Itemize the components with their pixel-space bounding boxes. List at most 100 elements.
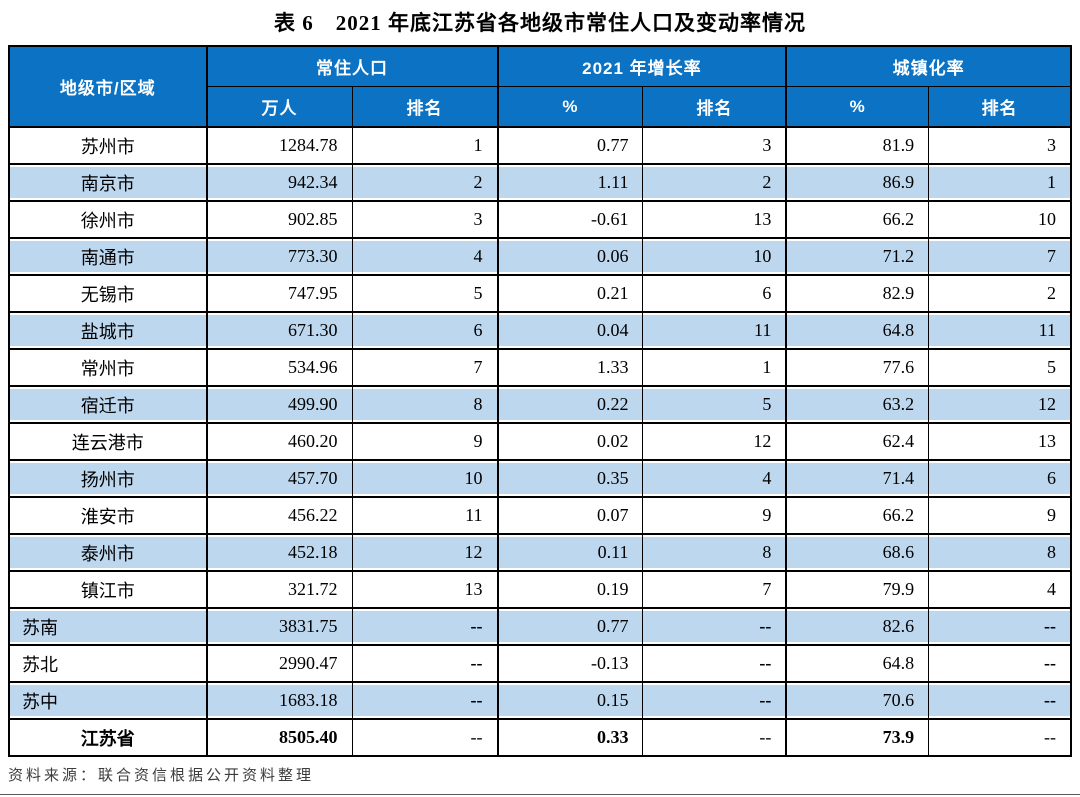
growth-rank-cell: 7 xyxy=(642,570,787,609)
urbanization-rank-cell: -- xyxy=(928,681,1072,720)
population-rank-cell: 7 xyxy=(351,348,499,387)
growth-rank-cell: 10 xyxy=(642,237,787,276)
table-row: 江苏省 8505.40 -- 0.33 -- 73.9 -- xyxy=(8,718,1072,757)
table-row: 南京市 942.34 2 1.11 2 86.9 1 xyxy=(8,163,1072,202)
urbanization-rank-cell: 12 xyxy=(928,385,1072,424)
table-header: 地级市/区域 常住人口 2021 年增长率 城镇化率 万人 排名 % 排名 % … xyxy=(8,45,1072,128)
source-note: 资料来源：联合资信根据公开资料整理 xyxy=(8,768,315,784)
population-rank-cell: 6 xyxy=(351,311,499,350)
col-header-growth-rank: 排名 xyxy=(642,86,787,128)
growth-rank-cell: 11 xyxy=(642,311,787,350)
population-rank-cell: 11 xyxy=(351,496,499,535)
growth-cell: 0.11 xyxy=(496,533,644,572)
population-cell: 321.72 xyxy=(205,570,353,609)
growth-rank-cell: 2 xyxy=(642,163,787,202)
col-header-population-rank: 排名 xyxy=(351,86,499,128)
urbanization-rank-cell: 9 xyxy=(928,496,1072,535)
population-cell: 457.70 xyxy=(205,459,353,498)
table-row: 常州市 534.96 7 1.33 1 77.6 5 xyxy=(8,348,1072,387)
growth-cell: 0.21 xyxy=(496,274,644,313)
population-cell: 2990.47 xyxy=(205,644,353,683)
population-rank-cell: -- xyxy=(351,644,499,683)
growth-cell: 0.35 xyxy=(496,459,644,498)
page-title: 表 6 2021 年底江苏省各地级市常住人口及变动率情况 xyxy=(274,11,806,35)
urbanization-cell: 71.4 xyxy=(785,459,930,498)
population-rank-cell: 12 xyxy=(351,533,499,572)
urbanization-cell: 82.9 xyxy=(785,274,930,313)
region-name-cell: 南通市 xyxy=(8,237,208,276)
region-name-cell: 徐州市 xyxy=(8,200,208,239)
urbanization-cell: 66.2 xyxy=(785,496,930,535)
col-header-urbanization-percent: % xyxy=(785,86,930,128)
table-row: 徐州市 902.85 3 -0.61 13 66.2 10 xyxy=(8,200,1072,239)
urbanization-rank-cell: 1 xyxy=(928,163,1072,202)
urbanization-cell: 63.2 xyxy=(785,385,930,424)
region-name-cell: 苏北 xyxy=(8,644,208,683)
urbanization-rank-cell: 6 xyxy=(928,459,1072,498)
growth-cell: 0.06 xyxy=(496,237,644,276)
growth-cell: 0.04 xyxy=(496,311,644,350)
growth-cell: 0.15 xyxy=(496,681,644,720)
population-cell: 1284.78 xyxy=(205,126,353,165)
region-name-cell: 江苏省 xyxy=(8,718,208,757)
population-rank-cell: -- xyxy=(351,681,499,720)
region-name-cell: 宿迁市 xyxy=(8,385,208,424)
population-rank-cell: 5 xyxy=(351,274,499,313)
growth-rank-cell: 3 xyxy=(642,126,787,165)
table-row: 南通市 773.30 4 0.06 10 71.2 7 xyxy=(8,237,1072,276)
growth-cell: 1.33 xyxy=(496,348,644,387)
urbanization-rank-cell: 7 xyxy=(928,237,1072,276)
region-name-cell: 苏中 xyxy=(8,681,208,720)
table-body: 苏州市 1284.78 1 0.77 3 81.9 3 南京市 942.34 2 1.11 2 86.9… xyxy=(8,126,1072,757)
region-name-cell: 扬州市 xyxy=(8,459,208,498)
population-cell: 460.20 xyxy=(205,422,353,461)
population-rank-cell: 1 xyxy=(351,126,499,165)
growth-cell: -0.13 xyxy=(496,644,644,683)
growth-cell: 0.77 xyxy=(496,126,644,165)
urbanization-cell: 70.6 xyxy=(785,681,930,720)
growth-rank-cell: -- xyxy=(642,681,787,720)
urbanization-cell: 68.6 xyxy=(785,533,930,572)
region-name-cell: 泰州市 xyxy=(8,533,208,572)
table-row: 苏中 1683.18 -- 0.15 -- 70.6 -- xyxy=(8,681,1072,720)
table-row: 连云港市 460.20 9 0.02 12 62.4 13 xyxy=(8,422,1072,461)
urbanization-rank-cell: 8 xyxy=(928,533,1072,572)
col-header-population-wanren: 万人 xyxy=(205,86,353,128)
col-header-region: 地级市/区域 xyxy=(8,45,208,128)
growth-rank-cell: 6 xyxy=(642,274,787,313)
growth-rank-cell: -- xyxy=(642,718,787,757)
table-row: 苏北 2990.47 -- -0.13 -- 64.8 -- xyxy=(8,644,1072,683)
region-name-cell: 连云港市 xyxy=(8,422,208,461)
region-name-cell: 盐城市 xyxy=(8,311,208,350)
table-row: 苏南 3831.75 -- 0.77 -- 82.6 -- xyxy=(8,607,1072,646)
col-group-growth-rate: 2021 年增长率 xyxy=(496,45,787,87)
growth-cell: -0.61 xyxy=(496,200,644,239)
population-rank-cell: 10 xyxy=(351,459,499,498)
population-rank-cell: 3 xyxy=(351,200,499,239)
region-name-cell: 常州市 xyxy=(8,348,208,387)
growth-rank-cell: 13 xyxy=(642,200,787,239)
urbanization-cell: 71.2 xyxy=(785,237,930,276)
population-cell: 456.22 xyxy=(205,496,353,535)
urbanization-cell: 81.9 xyxy=(785,126,930,165)
urbanization-rank-cell: -- xyxy=(928,718,1072,757)
urbanization-cell: 64.8 xyxy=(785,644,930,683)
region-name-cell: 镇江市 xyxy=(8,570,208,609)
table-row: 无锡市 747.95 5 0.21 6 82.9 2 xyxy=(8,274,1072,313)
growth-rank-cell: 4 xyxy=(642,459,787,498)
population-rank-cell: 4 xyxy=(351,237,499,276)
population-cell: 1683.18 xyxy=(205,681,353,720)
table-row: 淮安市 456.22 11 0.07 9 66.2 9 xyxy=(8,496,1072,535)
urbanization-rank-cell: 4 xyxy=(928,570,1072,609)
urbanization-cell: 62.4 xyxy=(785,422,930,461)
population-rank-cell: -- xyxy=(351,718,499,757)
population-rank-cell: 13 xyxy=(351,570,499,609)
region-name-cell: 苏南 xyxy=(8,607,208,646)
region-name-cell: 淮安市 xyxy=(8,496,208,535)
growth-rank-cell: 12 xyxy=(642,422,787,461)
col-header-growth-percent: % xyxy=(496,86,644,128)
urbanization-rank-cell: 2 xyxy=(928,274,1072,313)
urbanization-cell: 73.9 xyxy=(785,718,930,757)
urbanization-rank-cell: -- xyxy=(928,607,1072,646)
